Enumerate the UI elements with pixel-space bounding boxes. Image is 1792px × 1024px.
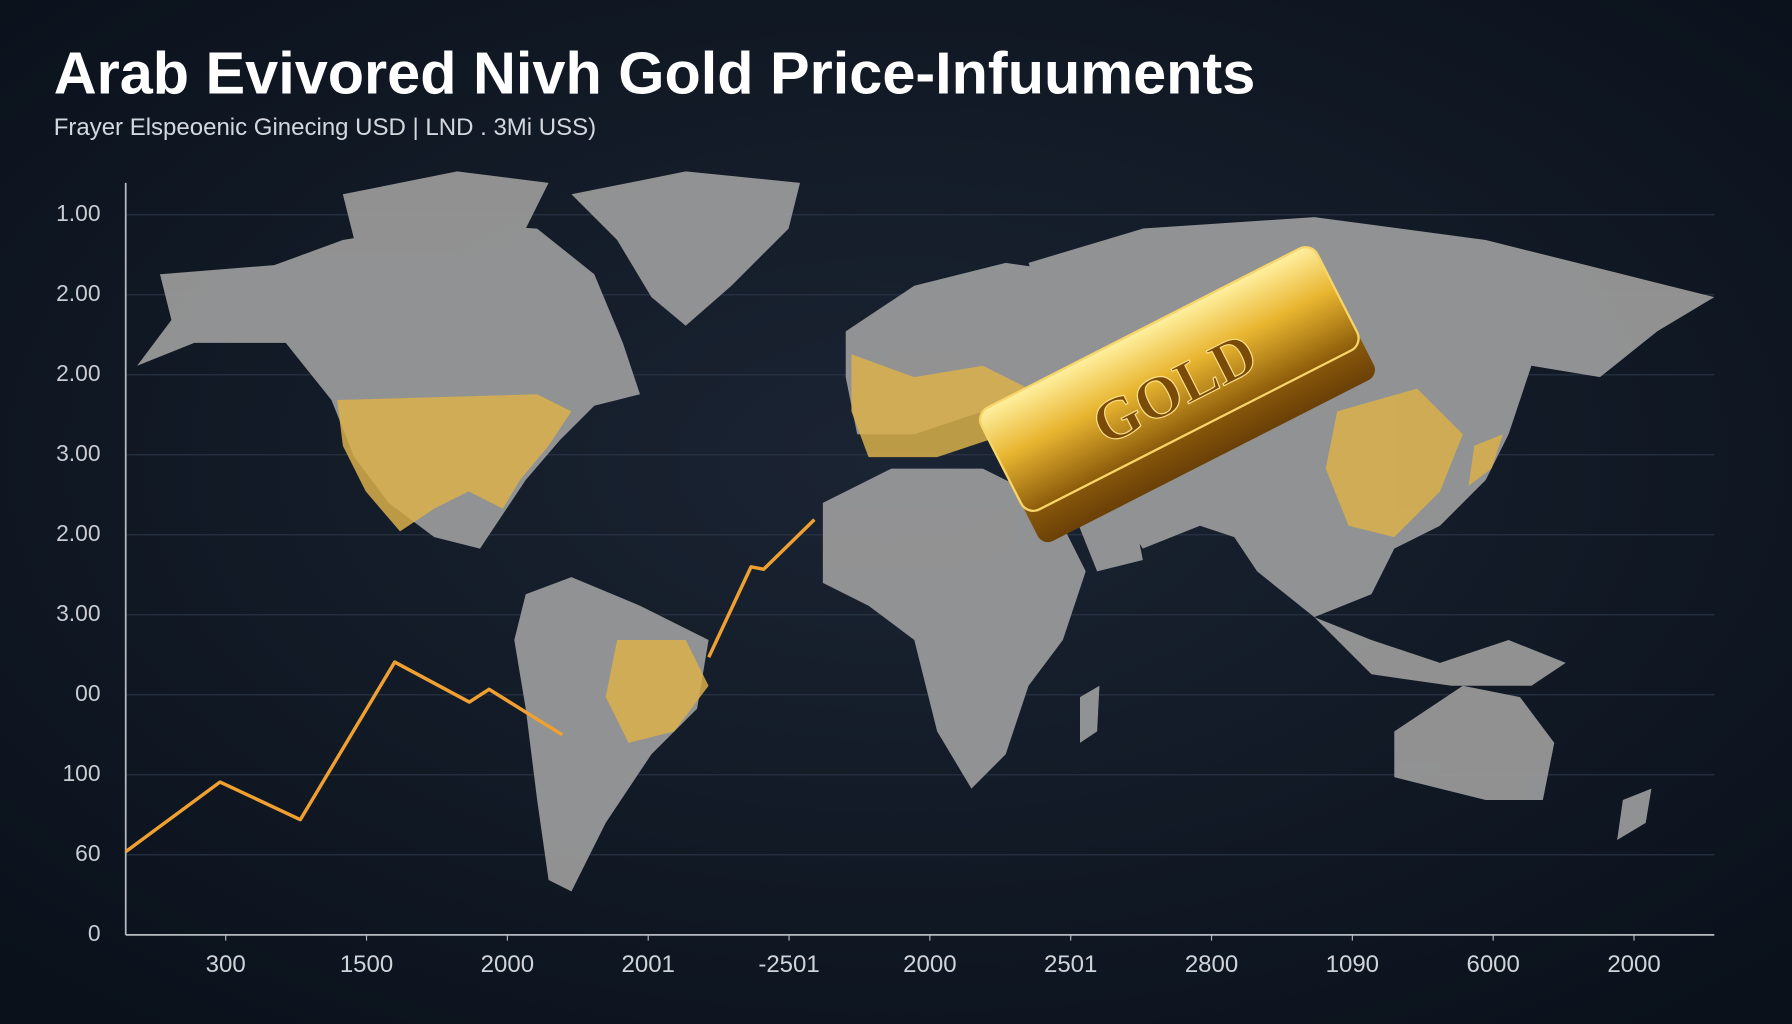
- x-tick-label: 2001: [622, 951, 675, 978]
- x-tick-label: 2000: [481, 951, 534, 978]
- y-tick-label: 0: [88, 920, 101, 946]
- x-tick-label: 6000: [1466, 951, 1519, 978]
- gold-bar-top: [978, 246, 1360, 512]
- x-tick-label: -2501: [758, 951, 819, 978]
- plot-area: 0 60 100 00 3.00 2.00 3.00 2.00 2.00 1.00 300 1500 2…: [56, 200, 1661, 978]
- y-tick-label: 3.00: [56, 600, 100, 626]
- chart-subtitle: Frayer Elspeoenic Ginecing USD | LND . 3…: [54, 114, 596, 141]
- x-tick-label: 1090: [1326, 951, 1379, 978]
- gold-bar: GOLD: [978, 246, 1375, 543]
- y-tick-label: 00: [75, 680, 100, 706]
- y-tick-label: 2.00: [56, 360, 100, 386]
- x-tick-label: 2000: [1607, 951, 1660, 978]
- chart-title: Arab Evivored Nivh Gold Price-Infuuments: [54, 40, 1256, 107]
- x-tick-label: 1500: [340, 951, 393, 978]
- x-tick-label: 2501: [1044, 951, 1097, 978]
- x-tick-label: 300: [206, 951, 246, 978]
- y-tick-label: 100: [62, 760, 100, 786]
- y-tick-label: 2.00: [56, 280, 100, 306]
- data-line: [124, 518, 816, 854]
- x-tick-label: 2000: [903, 951, 956, 978]
- y-tick-label: 2.00: [56, 520, 100, 546]
- y-tick-label: 60: [75, 840, 100, 866]
- x-tick-label: 2800: [1185, 951, 1238, 978]
- y-tick-label: 3.00: [56, 440, 100, 466]
- y-tick-label: 1.00: [56, 200, 100, 226]
